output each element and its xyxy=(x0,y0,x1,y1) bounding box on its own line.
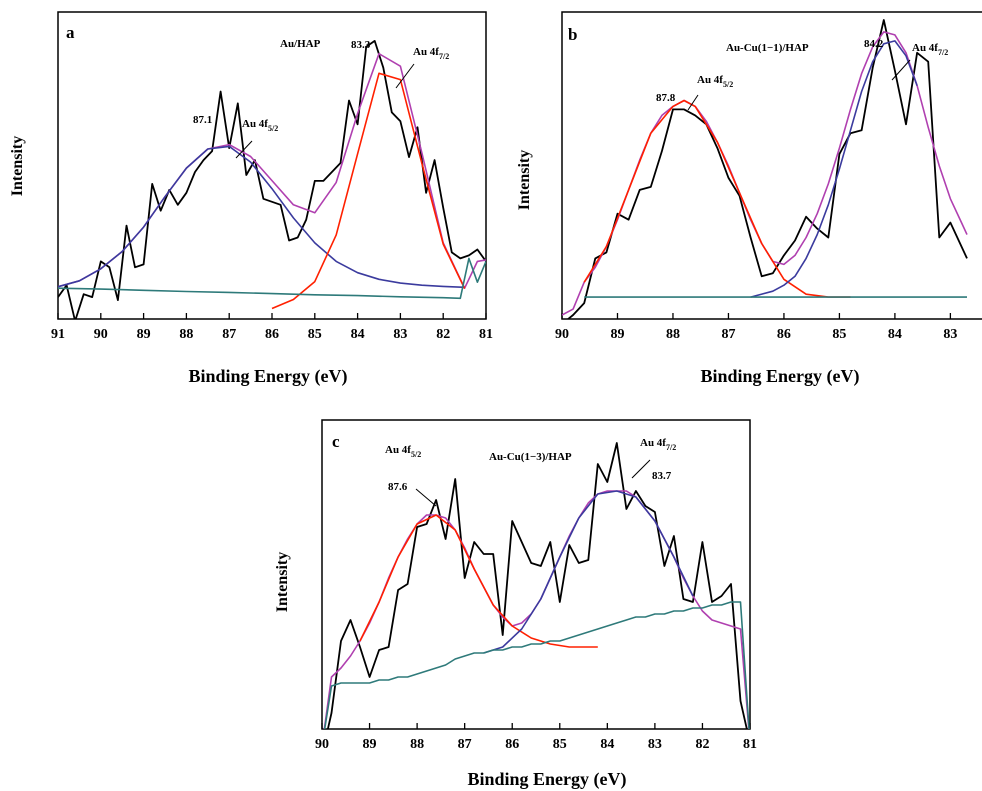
panel-b-ylabel: Intensity xyxy=(516,150,533,210)
panel-a-letter: a xyxy=(66,23,75,42)
panel-c-xlabel: Binding Energy (eV) xyxy=(467,769,626,790)
panel-c-peak1-label: Au 4f5/2 xyxy=(385,444,421,459)
panel-a-peak1-value: 87.1 xyxy=(193,114,212,126)
x-tick-label: 91 xyxy=(51,327,65,342)
panel-a-peak2-value: 83.3 xyxy=(351,39,371,51)
x-tick-label: 84 xyxy=(888,327,902,342)
x-tick-label: 87 xyxy=(222,327,236,342)
panel-c: 90 89 88 87 86 85 84 83 82 81 c Au-Cu(1−3)/HAP Au… xyxy=(274,419,757,790)
x-tick-label: 83 xyxy=(648,737,662,752)
x-tick-label: 84 xyxy=(351,327,365,342)
series-fit-envelope xyxy=(323,490,750,729)
panel-b-peak2-label-main: Au 4f xyxy=(912,42,938,54)
panel-b-curves xyxy=(562,19,968,319)
series-fit-envelope xyxy=(562,31,968,316)
panel-c-sample-label: Au-Cu(1−3)/HAP xyxy=(489,451,572,463)
panel-a-peak2-leader xyxy=(395,63,415,89)
panel-c-peak2-label-sub: 7/2 xyxy=(666,443,676,452)
panel-a-peak1-label: Au 4f5/2 xyxy=(242,118,278,133)
x-tick-label: 86 xyxy=(265,327,279,342)
panel-b-peak1-label: Au 4f5/2 xyxy=(697,74,733,89)
panel-b-peak1-leader xyxy=(687,94,699,111)
panel-c-letter: c xyxy=(332,432,340,451)
panel-a-ylabel: Intensity xyxy=(9,136,26,196)
panel-b-frame xyxy=(561,11,982,320)
panel-b-x-ticks: 90 89 88 87 86 85 84 83 xyxy=(555,313,957,342)
x-tick-label: 87 xyxy=(458,737,472,752)
panel-a-sample-label: Au/HAP xyxy=(280,38,321,50)
series-peak-4f7-2 xyxy=(271,72,466,310)
series-peak-4f7-2 xyxy=(483,490,694,654)
panel-b-sample-label: Au-Cu(1−1)/HAP xyxy=(726,42,809,54)
series-fit-envelope xyxy=(58,52,486,290)
series-raw xyxy=(566,19,968,319)
series-raw xyxy=(326,442,748,729)
panel-b-peak2-leader xyxy=(891,59,911,81)
x-tick-label: 88 xyxy=(179,327,193,342)
panel-b-peak2-label-sub: 7/2 xyxy=(938,48,948,57)
x-tick-label: 81 xyxy=(479,327,493,342)
x-tick-label: 88 xyxy=(666,327,680,342)
x-tick-label: 89 xyxy=(610,327,624,342)
x-tick-label: 85 xyxy=(553,737,567,752)
series-peak-4f5-2 xyxy=(583,99,851,298)
panel-a-x-ticks: 91 90 89 88 87 86 85 84 83 82 81 xyxy=(51,313,493,342)
panel-a-peak1-leader xyxy=(235,140,253,159)
panel-a: 91 90 89 88 87 86 85 84 83 82 81 a Au/HAP 87.1 Au … xyxy=(9,11,493,387)
x-tick-label: 85 xyxy=(832,327,846,342)
x-tick-label: 88 xyxy=(410,737,424,752)
panel-b: 90 89 88 87 86 85 84 83 b Au-Cu(1−1)/HAP 87.8 A… xyxy=(516,11,982,387)
x-tick-label: 86 xyxy=(777,327,791,342)
panel-b-peak1-value: 87.8 xyxy=(656,92,676,104)
series-baseline xyxy=(323,601,750,729)
x-tick-label: 89 xyxy=(137,327,151,342)
panel-c-peak1-leader xyxy=(415,488,437,507)
panel-b-peak1-label-sub: 5/2 xyxy=(723,80,733,89)
panel-c-peak2-label-main: Au 4f xyxy=(640,437,666,449)
panel-c-peak2-value: 83.7 xyxy=(652,470,672,482)
series-peak-4f5-2 xyxy=(58,145,465,289)
x-tick-label: 83 xyxy=(943,327,957,342)
panel-b-xlabel: Binding Energy (eV) xyxy=(700,366,859,387)
panel-a-xlabel: Binding Energy (eV) xyxy=(188,366,347,387)
x-tick-label: 89 xyxy=(363,737,377,752)
panel-b-peak2-value: 84.2 xyxy=(864,38,884,50)
series-peak-4f5-2 xyxy=(359,514,598,648)
x-tick-label: 81 xyxy=(743,737,757,752)
panel-a-curves xyxy=(58,40,486,319)
panel-b-peak2-label: Au 4f7/2 xyxy=(912,42,948,57)
panel-b-peak1-label-main: Au 4f xyxy=(697,74,723,86)
panel-c-frame xyxy=(321,419,751,730)
panel-a-peak1-label-main: Au 4f xyxy=(242,118,268,130)
panel-c-x-ticks: 90 89 88 87 86 85 84 83 82 81 xyxy=(315,723,757,752)
panel-a-peak1-label-sub: 5/2 xyxy=(268,124,278,133)
x-tick-label: 87 xyxy=(721,327,735,342)
panel-a-peak2-label-sub: 7/2 xyxy=(439,52,449,61)
panel-c-peak1-label-sub: 5/2 xyxy=(411,450,421,459)
panel-c-peak2-label: Au 4f7/2 xyxy=(640,437,676,452)
panel-c-curves xyxy=(323,442,750,729)
panel-c-peak1-label-main: Au 4f xyxy=(385,444,411,456)
x-tick-label: 82 xyxy=(695,737,709,752)
x-tick-label: 82 xyxy=(436,327,450,342)
panel-c-ylabel: Intensity xyxy=(274,552,291,612)
x-tick-label: 90 xyxy=(94,327,108,342)
series-peak-4f7-2 xyxy=(750,40,918,298)
series-baseline xyxy=(58,257,486,300)
x-tick-label: 86 xyxy=(505,737,519,752)
x-tick-label: 85 xyxy=(308,327,322,342)
x-tick-label: 90 xyxy=(555,327,569,342)
x-tick-label: 90 xyxy=(315,737,329,752)
panel-c-peak1-value: 87.6 xyxy=(388,481,408,493)
panel-a-peak2-label: Au 4f7/2 xyxy=(413,46,449,61)
panel-b-letter: b xyxy=(568,25,577,44)
panel-c-peak2-leader xyxy=(631,459,651,479)
panel-a-peak2-label-main: Au 4f xyxy=(413,46,439,58)
x-tick-label: 83 xyxy=(393,327,407,342)
x-tick-label: 84 xyxy=(600,737,614,752)
